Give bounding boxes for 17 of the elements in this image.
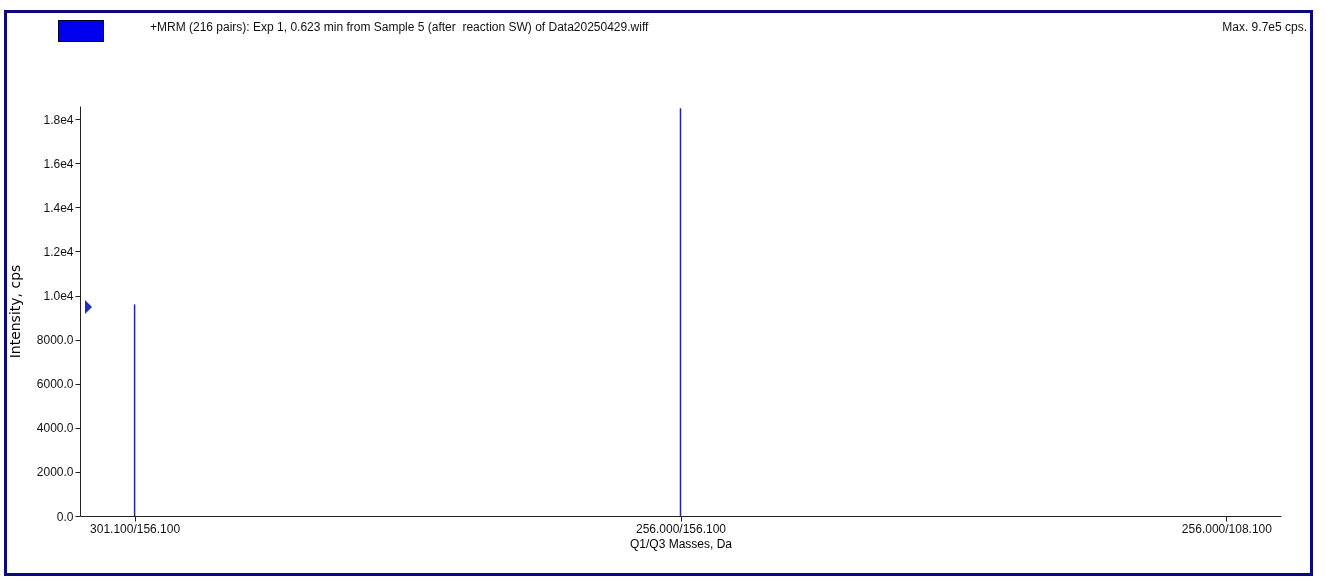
x-tick-label: 256.000/108.100 — [1181, 521, 1273, 536]
y-tick-label: 2000.0 — [36, 465, 74, 480]
y-tick-label: 1.2e4 — [43, 244, 74, 259]
chart-title: +MRM (216 pairs): Exp 1, 0.623 min from Sample 5 (after reaction SW) of Data20250429.wiff — [150, 20, 649, 34]
y-tick-label: 4000.0 — [36, 421, 74, 436]
y-tick-label: 0.0 — [56, 509, 74, 524]
y-tick-label: 1.8e4 — [43, 112, 74, 127]
y-tick-label: 1.4e4 — [43, 200, 74, 215]
y-tick-label: 8000.0 — [36, 333, 74, 348]
x-tick-label: 301.100/156.100 — [90, 521, 181, 536]
x-axis-title: Q1/Q3 Masses, Da — [629, 536, 733, 551]
x-tick-label: 256.000/156.100 — [635, 521, 727, 536]
y-tick-label: 1.6e4 — [43, 156, 74, 171]
y-tick-label: 1.0e4 — [43, 289, 74, 304]
text: Max. 9.7e5 cps. — [1222, 20, 1307, 34]
y-axis-title: Intensity, cps — [6, 264, 23, 359]
y-tick-label: 6000.0 — [36, 377, 74, 392]
